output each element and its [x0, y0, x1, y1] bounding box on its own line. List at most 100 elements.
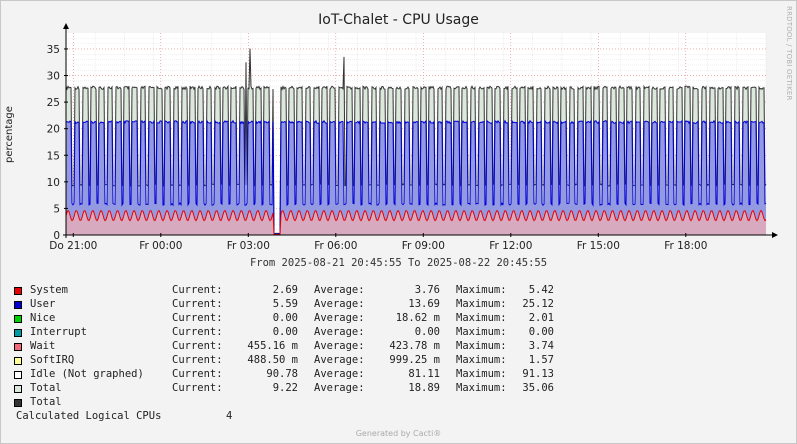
legend-current-value: 2.69: [272, 284, 298, 296]
y-axis-arrow: [63, 23, 69, 29]
legend-swatch: [14, 357, 22, 365]
x-axis-arrow: [772, 232, 778, 238]
legend-current-value: 0.00: [272, 312, 298, 324]
legend-average-label: Average:: [314, 284, 365, 296]
legend-average-label: Average:: [314, 312, 365, 324]
legend-row: Total: [14, 396, 754, 410]
legend-row: System Current: 2.69 Average: 3.76 Maximum: 5.…: [14, 284, 754, 298]
legend-average-label: Average:: [314, 298, 365, 310]
legend-maximum-value: 5.42: [528, 284, 554, 296]
x-tick-label: Fr 09:00: [402, 240, 445, 252]
legend-average-value: 423.78 m: [389, 340, 440, 352]
logical-cpus-label: Calculated Logical CPUs: [16, 410, 162, 422]
legend-current-value: 0.00: [272, 326, 298, 338]
legend-maximum-value: 2.01: [528, 312, 554, 324]
legend-average-value: 81.11: [408, 368, 440, 380]
legend-name: SoftIRQ: [30, 354, 75, 366]
legend-swatch: [14, 287, 22, 295]
legend-maximum-label: Maximum:: [456, 298, 507, 310]
x-tick-label: Fr 18:00: [664, 240, 707, 252]
legend-current-label: Current:: [172, 326, 223, 338]
legend-maximum-value: 1.57: [528, 354, 554, 366]
user-line: [65, 118, 767, 235]
legend-current-label: Current:: [172, 382, 223, 394]
legend-maximum-value: 91.13: [522, 368, 554, 380]
cpu-usage-chart: 0 5 10 15 20 25 30 35 Do 21:00 Fr 00:00 Fr 03:00 F…: [47, 23, 778, 252]
legend-row: Total Current: 9.22 Average: 18.89 Maximum: 35…: [14, 382, 754, 396]
legend-current-label: Current:: [172, 312, 223, 324]
legend-average-value: 18.89: [408, 382, 440, 394]
legend-current-value: 90.78: [266, 368, 298, 380]
legend-maximum-value: 0.00: [528, 326, 554, 338]
legend-maximum-value: 25.12: [522, 298, 554, 310]
legend-name: Total: [30, 382, 62, 394]
chart-title: IoT-Chalet - CPU Usage: [318, 12, 479, 28]
legend-row: Interrupt Current: 0.00 Average: 0.00 Maximum…: [14, 326, 754, 340]
legend-maximum-label: Maximum:: [456, 284, 507, 296]
legend-swatch: [14, 343, 22, 351]
legend-average-label: Average:: [314, 354, 365, 366]
legend-row: Nice Current: 0.00 Average: 18.62 m Maximum: 2…: [14, 312, 754, 326]
legend-average-label: Average:: [314, 368, 365, 380]
legend-average-value: 3.76: [414, 284, 440, 296]
legend-current-label: Current:: [172, 354, 223, 366]
x-tick-label: Fr 03:00: [227, 240, 270, 252]
legend-row: Idle (Not graphed) Current: 90.78 Average: 8…: [14, 368, 754, 382]
legend-row: User Current: 5.59 Average: 13.69 Maximum: 25.…: [14, 298, 754, 312]
legend-average-label: Average:: [314, 382, 365, 394]
logical-cpus-value: 4: [226, 410, 233, 422]
legend-swatch: [14, 371, 22, 379]
legend-current-label: Current:: [172, 340, 223, 352]
legend-name: User: [30, 298, 56, 310]
legend-swatch: [14, 315, 22, 323]
legend-row: Wait Current: 455.16 m Average: 423.78 m Maxi…: [14, 340, 754, 354]
legend-name: Nice: [30, 312, 56, 324]
legend-swatch: [14, 385, 22, 393]
generated-by: Generated by Cacti®: [355, 429, 442, 438]
legend-maximum-label: Maximum:: [456, 354, 507, 366]
system-area: [66, 210, 766, 235]
y-tick-label: 35: [47, 44, 60, 56]
legend-average-label: Average:: [314, 340, 365, 352]
legend-average-value: 0.00: [414, 326, 440, 338]
legend-swatch: [14, 399, 22, 407]
x-tick-label: Fr 00:00: [139, 240, 182, 252]
y-tick-label: 25: [47, 97, 60, 109]
y-tick-label: 10: [47, 177, 60, 189]
legend-name: Wait: [30, 340, 56, 352]
y-tick-label: 20: [47, 124, 60, 136]
legend-average-value: 18.62 m: [395, 312, 440, 324]
legend-average-label: Average:: [314, 326, 365, 338]
x-tick-label: Do 21:00: [49, 240, 97, 252]
y-tick-label: 30: [47, 71, 60, 83]
data-areas: [65, 48, 767, 236]
legend-name: Idle (Not graphed): [30, 368, 144, 380]
legend-maximum-value: 3.74: [528, 340, 554, 352]
x-tick-label: Fr 06:00: [314, 240, 357, 252]
y-tick-label: 5: [53, 203, 60, 215]
axes: [63, 23, 778, 238]
legend-current-value: 9.22: [272, 382, 298, 394]
legend-average-value: 999.25 m: [389, 354, 440, 366]
legend-row: SoftIRQ Current: 488.50 m Average: 999.25 m M…: [14, 354, 754, 368]
legend-maximum-value: 35.06: [522, 382, 554, 394]
y-tick-labels: 0 5 10 15 20 25 30 35: [47, 44, 68, 242]
y-tick-label: 15: [47, 150, 60, 162]
x-tick-label: Fr 12:00: [489, 240, 532, 252]
legend-maximum-label: Maximum:: [456, 368, 507, 380]
legend-maximum-label: Maximum:: [456, 326, 507, 338]
legend-current-label: Current:: [172, 368, 223, 380]
rrdtool-watermark: RRDTOOL / TOBI OETIKER: [785, 6, 793, 101]
legend-current-value: 5.59: [272, 298, 298, 310]
legend-name: Total: [30, 396, 62, 408]
legend-current-value: 488.50 m: [247, 354, 298, 366]
legend-swatch: [14, 329, 22, 337]
y-tick-label: 0: [53, 230, 60, 242]
legend-maximum-label: Maximum:: [456, 382, 507, 394]
legend-current-label: Current:: [172, 284, 223, 296]
legend-maximum-label: Maximum:: [456, 312, 507, 324]
system-line: [65, 209, 767, 235]
legend-current-label: Current:: [172, 298, 223, 310]
legend-swatch: [14, 301, 22, 309]
total-line: [65, 48, 767, 234]
